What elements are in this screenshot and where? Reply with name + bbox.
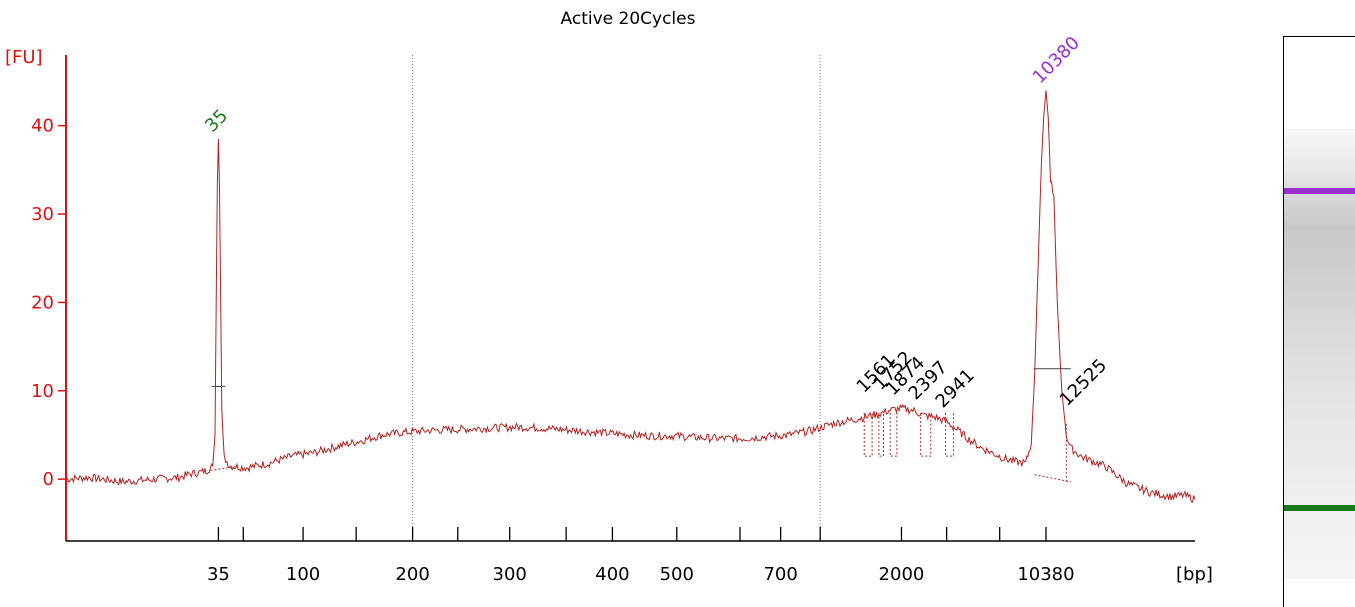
x-tick-label-35: 35	[207, 564, 230, 585]
x-tick-label-100: 100	[286, 564, 320, 585]
peak-label-35: 35	[201, 105, 232, 136]
smear-region-4	[944, 412, 954, 457]
grid-layer	[412, 55, 821, 541]
smear-region-2	[889, 412, 898, 457]
smear-region-1	[878, 412, 884, 457]
x-axis-label: [bp]	[1176, 564, 1213, 585]
y-tick-label-0: 0	[43, 469, 54, 490]
axes-layer: 0 10 20 30 40 35 100 200 300 400 500 700 2000 10380	[31, 55, 1195, 585]
y-tick-label-10: 10	[31, 381, 54, 402]
y-axis-label: [FU]	[5, 47, 43, 68]
series-layer	[65, 90, 1196, 503]
x-tick-label-2000: 2000	[879, 564, 925, 585]
gel-image-panel	[1283, 36, 1355, 607]
x-tick-label-300: 300	[493, 564, 527, 585]
y-tick-label-30: 30	[31, 204, 54, 225]
x-tick-label-200: 200	[395, 564, 429, 585]
peak-label-12525: 12525	[1056, 355, 1111, 410]
x-tick-label-10380: 10380	[1017, 564, 1074, 585]
electropherogram-chart: Active 20Cycles [FU] [bp] 0 10 20 30 40 35 100…	[5, 9, 1213, 585]
y-tick-label-40: 40	[31, 116, 54, 137]
gel-band-0	[1284, 187, 1355, 194]
smear-region-0	[863, 412, 873, 457]
series-line-0	[65, 90, 1196, 503]
gel-band-1	[1284, 504, 1355, 511]
gel-lane	[1284, 129, 1355, 579]
smear-region-3	[920, 412, 932, 457]
marker-layer	[210, 368, 1071, 483]
x-tick-label-700: 700	[763, 564, 797, 585]
peak-35-baseline	[210, 466, 236, 471]
y-tick-label-20: 20	[31, 292, 54, 313]
peak-label-10380: 10380	[1029, 33, 1084, 88]
x-tick-label-400: 400	[595, 564, 629, 585]
chart-title: Active 20Cycles	[561, 9, 696, 29]
x-tick-label-500: 500	[660, 564, 694, 585]
peak-10380-baseline	[1034, 474, 1071, 483]
